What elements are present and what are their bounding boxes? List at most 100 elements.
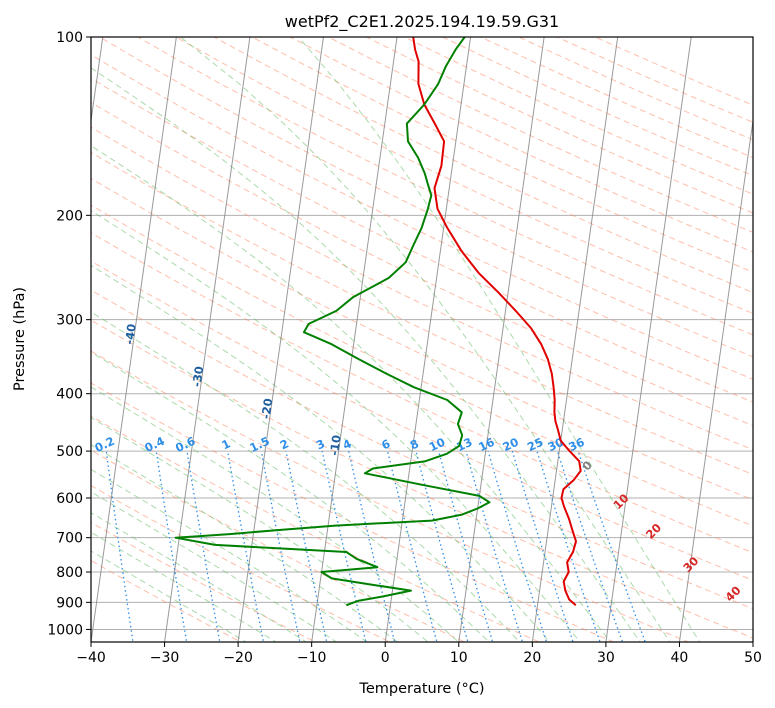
- x-tick-label: 40: [671, 650, 689, 666]
- isotherm-line: [311, 37, 398, 642]
- y-tick-label: 400: [56, 387, 83, 403]
- dry-adiabat: [91, 232, 753, 554]
- y-tick-label: 300: [56, 313, 83, 329]
- moist-adiabat: [91, 264, 551, 642]
- isotherm-line: [458, 37, 545, 642]
- moist-adiabat: [91, 444, 399, 642]
- mixing-ratio-label: 13: [454, 435, 474, 454]
- y-axis: 100 200 300 400 500 600 700 800 900 1000: [47, 30, 91, 638]
- mixing-ratio-line: [155, 450, 188, 642]
- dry-adiabat: [441, 37, 753, 177]
- isotherm-label: -50: [55, 273, 72, 296]
- dry-adiabat: [136, 37, 753, 336]
- isotherm-label: -30: [190, 365, 207, 388]
- dry-adiabat: [479, 37, 753, 159]
- isotherm-line: [678, 117, 753, 642]
- mixing-ratio-line: [226, 450, 265, 642]
- moist-adiabat: [91, 351, 490, 642]
- mixing-ratio-label: 20: [500, 435, 520, 454]
- mixing-ratio-label: 2: [278, 436, 291, 452]
- dry-adiabat: [327, 37, 753, 233]
- moist-adiabat-label: 40: [722, 583, 743, 604]
- mixing-ratio-line: [465, 450, 524, 642]
- x-tick-label: 20: [523, 650, 541, 666]
- dry-adiabat: [91, 449, 466, 642]
- isotherms: [91, 37, 753, 642]
- moist-adiabat: [91, 531, 277, 642]
- mixing-ratio-line: [487, 450, 548, 642]
- mixing-ratio-label: 1.5: [247, 434, 271, 455]
- isotherm-line: [531, 37, 619, 642]
- y-tick-label: 500: [56, 444, 83, 460]
- dry-adiabat: [91, 101, 753, 427]
- moist-adiabat: [91, 209, 581, 642]
- mixing-ratio-label: 36: [566, 435, 586, 454]
- mixing-ratio-label: 0.4: [142, 434, 166, 455]
- dry-adiabat: [91, 415, 541, 642]
- isotherm-line: [237, 37, 324, 642]
- dry-adiabat: [91, 559, 242, 642]
- x-tick-label: −10: [297, 650, 327, 666]
- dry-adiabat: [91, 54, 753, 380]
- dewpoint-profile-line: [174, 37, 491, 607]
- mixing-ratio-line: [577, 450, 647, 642]
- y-tick-label: 700: [56, 531, 83, 547]
- x-tick-label: 30: [597, 650, 615, 666]
- x-tick-label: 10: [450, 650, 468, 666]
- moist-adiabat: [91, 145, 611, 642]
- y-tick-label: 1000: [47, 622, 83, 638]
- isotherm-label: -60: [0, 228, 5, 251]
- isotherm-label: -10: [327, 434, 344, 457]
- isotherm-line: [605, 37, 692, 642]
- x-tick-label: 50: [744, 650, 762, 666]
- moist-adiabat: [91, 468, 368, 642]
- plot-frame: [90, 36, 754, 643]
- mixing-ratio-label: 0.2: [92, 434, 116, 455]
- moist-adiabat: [91, 311, 521, 642]
- y-tick-label: 900: [56, 595, 83, 611]
- mixing-ratio-lines: [105, 450, 647, 642]
- dry-adiabat: [555, 37, 753, 123]
- y-axis-label: Pressure (hPa): [12, 287, 28, 391]
- dry-adiabat: [593, 37, 753, 106]
- dry-adiabat: [98, 37, 753, 358]
- isotherm-line: [91, 37, 104, 125]
- moist-adiabat: [91, 550, 247, 642]
- moist-adiabat: [91, 512, 308, 642]
- dry-adiabat: [91, 350, 690, 642]
- y-tick-label: 600: [56, 491, 83, 507]
- moist-adiabat: [298, 37, 701, 642]
- dry-adiabat: [91, 521, 317, 642]
- x-tick-label: −40: [76, 650, 106, 666]
- isotherm-line: [164, 37, 251, 642]
- dry-adiabat: [91, 177, 753, 501]
- mixing-ratio-label: 16: [476, 435, 496, 454]
- sounding-series: [174, 37, 582, 607]
- mixing-ratio-line: [511, 450, 574, 642]
- moist-adiabat-label: 20: [643, 521, 664, 542]
- dry-adiabat: [91, 204, 753, 527]
- moist-adiabat: [91, 491, 338, 642]
- isotherm-line: [91, 37, 177, 642]
- mixing-ratio-label: 25: [525, 435, 545, 454]
- chart-title: wetPf2_C2E1.2025.194.19.59.G31: [285, 12, 559, 32]
- isotherm-label: -20: [259, 397, 276, 420]
- y-tick-label: 100: [56, 30, 83, 46]
- x-axis-label: Temperature (°C): [358, 681, 484, 697]
- mixing-ratio-label: 1: [219, 436, 232, 452]
- plot-area: -100-90-80-70-60-50-40-30-20-100.10.20.4…: [0, 37, 753, 642]
- mixing-ratio-line: [438, 450, 494, 642]
- dry-adiabat: [91, 485, 392, 642]
- mixing-ratio-line: [260, 450, 301, 642]
- x-tick-label: −20: [223, 650, 253, 666]
- temperature-profile-line: [412, 37, 582, 606]
- dry-adiabat: [91, 151, 753, 476]
- isotherm-line: [384, 37, 472, 642]
- mixing-ratio-label: 6: [379, 436, 392, 452]
- dry-adiabat: [174, 37, 753, 315]
- x-tick-label: −30: [150, 650, 180, 666]
- dry-adiabat: [91, 319, 753, 639]
- y-tick-label: 200: [56, 208, 83, 224]
- mixing-ratio-line: [536, 450, 601, 642]
